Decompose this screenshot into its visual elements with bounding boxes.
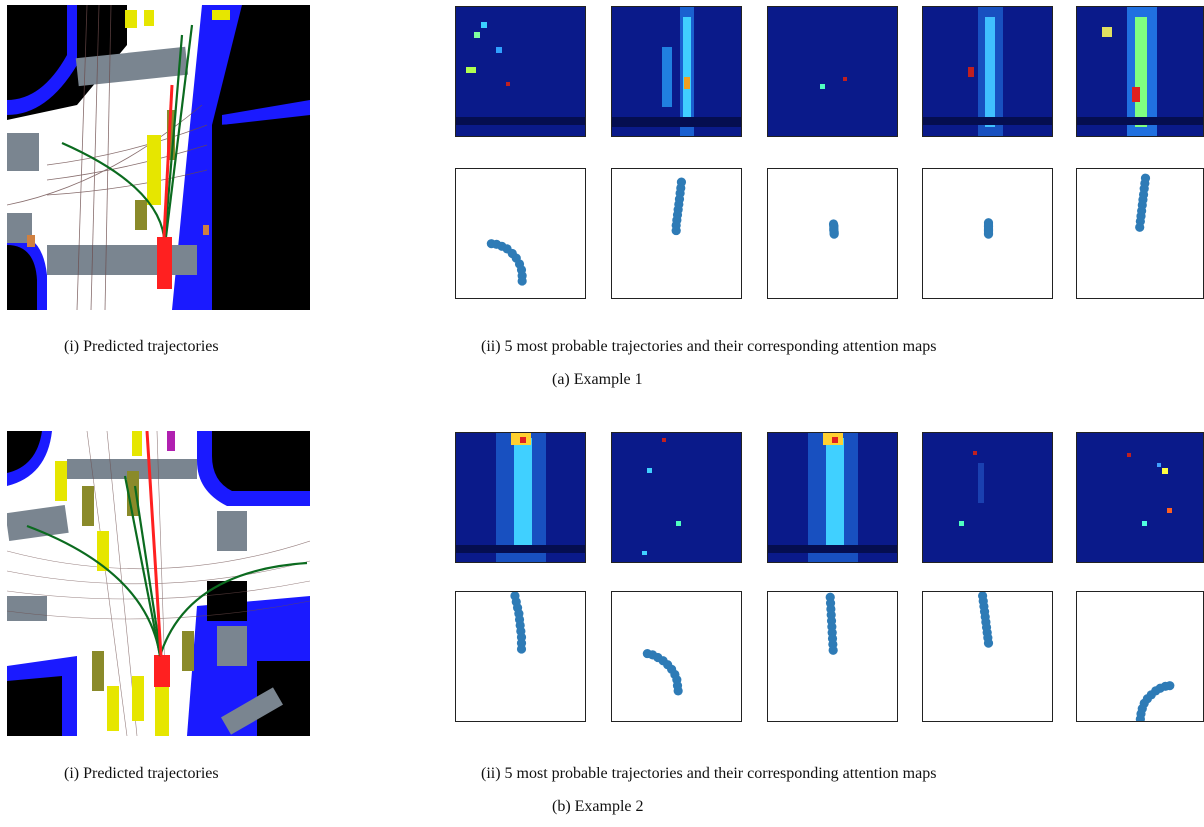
example1-trajectory-plot-1: [455, 168, 586, 299]
trajectory-point: [671, 225, 681, 236]
trajectory-point: [673, 686, 683, 696]
example1-attention-map-3: [767, 6, 898, 137]
example2-attention-map-4: [922, 432, 1053, 563]
example1-right-caption: (ii) 5 most probable trajectories and th…: [481, 338, 937, 355]
example2-subcaption: (b) Example 2: [552, 798, 644, 815]
trajectory-point: [1135, 222, 1145, 232]
example2-attention-map-5: [1076, 432, 1204, 563]
example2-trajectory-plot-5: [1076, 591, 1204, 722]
example2-bev-map: [7, 431, 310, 736]
example2-trajectory-plot-2: [611, 591, 742, 722]
example2-attention-map-3: [767, 432, 898, 563]
example1-attention-map-1: [455, 6, 586, 137]
example1-trajectory-plot-4: [922, 168, 1053, 299]
example1-attention-map-5: [1076, 6, 1204, 137]
example1-attention-map-2: [611, 6, 742, 137]
example1-bev-map: [7, 5, 310, 310]
trajectory-point: [516, 644, 527, 654]
trajectory-point: [1135, 714, 1145, 721]
example2-attention-map-1: [455, 432, 586, 563]
example2-trajectory-plot-4: [922, 591, 1053, 722]
trajectory-point: [983, 638, 994, 648]
example2-trajectory-plot-3: [767, 591, 898, 722]
trajectory-point: [517, 276, 527, 286]
example2-right-caption: (ii) 5 most probable trajectories and th…: [481, 765, 937, 782]
example2-trajectory-plot-1: [455, 591, 586, 722]
trajectory-point: [983, 229, 994, 239]
example1-trajectory-plot-5: [1076, 168, 1204, 299]
example2-left-caption: (i) Predicted trajectories: [64, 765, 219, 782]
example1-trajectory-plot-3: [767, 168, 898, 299]
example1-trajectory-plot-2: [611, 168, 742, 299]
example1-left-caption: (i) Predicted trajectories: [64, 338, 219, 355]
trajectory-point: [828, 645, 838, 655]
trajectory-point: [829, 229, 839, 239]
example1-subcaption: (a) Example 1: [552, 371, 643, 388]
example2-attention-map-2: [611, 432, 742, 563]
example1-attention-map-4: [922, 6, 1053, 137]
